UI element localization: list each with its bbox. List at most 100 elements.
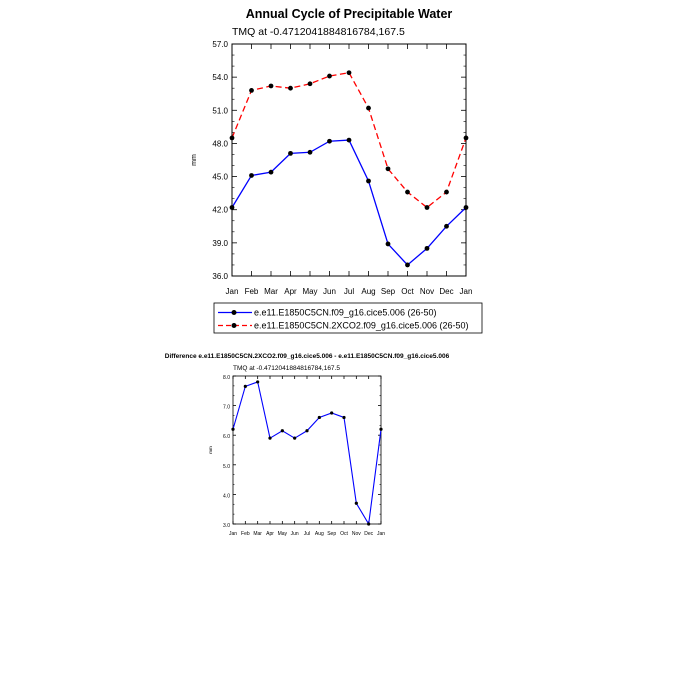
main-chart: Annual Cycle of Precipitable Water TMQ a…: [191, 7, 472, 296]
data-point: [366, 105, 371, 111]
difference-x-tick-label: Aug: [315, 531, 324, 537]
data-point: [229, 205, 235, 210]
difference-x-tick-label: Jan: [229, 531, 237, 537]
chart-subtitle: TMQ at -0.4712041884816784,167.5: [232, 26, 405, 38]
difference-y-tick-label: 4.0: [223, 493, 230, 499]
x-tick-label: Jan: [226, 287, 239, 296]
x-tick-label: Aug: [361, 287, 375, 296]
difference-data-point: [354, 501, 358, 505]
legend-label-control: e.e11.E1850C5CN.f09_g16.cice5.006 (26-50…: [254, 308, 436, 318]
difference-data-point: [379, 427, 383, 431]
x-tick-label: Oct: [401, 287, 414, 296]
data-point: [444, 223, 449, 229]
difference-data-point: [256, 380, 260, 384]
difference-data-point: [317, 415, 321, 420]
legend-label-2xco2: e.e11.E1850C5CN.2XCO2.f09_g16.cice5.006 …: [254, 321, 468, 331]
difference-plot-frame: [232, 375, 382, 525]
data-point: [463, 135, 469, 141]
x-tick-label: Jun: [323, 287, 336, 296]
x-axis-ticks: Jan Feb Mar Apr May Jun Jul Aug Sep Oct Nov Dec Jan: [226, 44, 473, 296]
data-point: [327, 138, 332, 144]
y-axis-ticks: 36.0 39.0 42.0 45.0 48.0 51.0 54.0 57.0: [212, 40, 466, 281]
difference-x-tick-label: Dec: [364, 531, 373, 537]
data-point: [346, 70, 352, 76]
difference-chart-subtitle: TMQ at -0.4712041884816784,167.5: [233, 365, 340, 372]
difference-y-axis-label: mm: [208, 446, 213, 454]
difference-x-tick-label: Jan: [377, 531, 385, 537]
legend-marker-2xco2: [231, 323, 237, 328]
data-point: [268, 83, 274, 89]
difference-y-tick-label: 6.0: [223, 434, 230, 440]
data-point: [288, 150, 293, 156]
difference-y-tick-label: 3.0: [223, 523, 230, 529]
difference-series-line-0: [232, 381, 382, 526]
difference-data-point: [280, 429, 284, 433]
difference-x-tick-label: Jul: [304, 531, 310, 537]
data-point: [249, 88, 254, 93]
data-point: [307, 81, 313, 87]
difference-y-tick-label: 5.0: [223, 464, 230, 470]
difference-y-tick-label: 7.0: [223, 405, 230, 411]
difference-data-point: [330, 411, 334, 415]
data-point: [385, 241, 391, 247]
data-point: [424, 205, 430, 210]
legend-marker-control: [231, 310, 237, 315]
difference-x-tick-label: Sep: [327, 531, 336, 537]
difference-data-point: [243, 384, 247, 388]
data-point: [463, 205, 469, 210]
y-tick-label: 57.0: [212, 40, 228, 49]
x-tick-label: Dec: [439, 287, 453, 296]
difference-x-axis-ticks: Jan Feb Mar Apr May Jun Jul Aug Sep Oct Nov Dec Jan: [229, 376, 385, 537]
data-point: [249, 173, 254, 178]
difference-data-point: [342, 415, 346, 420]
difference-chart-title: Difference e.e11.E1850C5CN.2XCO2.f09_g16…: [165, 353, 450, 360]
difference-x-tick-label: Feb: [241, 531, 250, 537]
y-tick-label: 51.0: [212, 106, 228, 115]
difference-x-tick-label: May: [278, 531, 288, 537]
difference-x-tick-label: Mar: [253, 531, 262, 537]
x-tick-label: Jan: [460, 287, 473, 296]
data-point: [405, 189, 410, 195]
series-group: [229, 70, 469, 268]
chart-title: Annual Cycle of Precipitable Water: [246, 7, 453, 21]
difference-chart: Difference e.e11.E1850C5CN.2XCO2.f09_g16…: [165, 353, 450, 537]
y-tick-label: 36.0: [212, 272, 228, 281]
y-axis-label: mm: [191, 154, 198, 166]
difference-y-tick-label: 8.0: [223, 375, 230, 381]
difference-series-group: [231, 380, 383, 526]
difference-x-tick-label: Jun: [291, 531, 299, 537]
x-tick-label: Nov: [420, 287, 434, 296]
series-line-0: [231, 139, 467, 266]
data-point: [346, 137, 352, 143]
data-point: [444, 189, 449, 195]
data-point: [327, 73, 332, 79]
data-point: [424, 245, 430, 251]
difference-data-point: [293, 436, 297, 440]
y-tick-label: 39.0: [212, 239, 228, 248]
y-tick-label: 45.0: [212, 173, 228, 182]
plot-frame: [231, 43, 467, 277]
x-tick-label: Feb: [245, 287, 259, 296]
difference-data-point: [305, 429, 309, 433]
data-point: [385, 166, 391, 172]
data-point: [405, 262, 410, 268]
y-tick-label: 42.0: [212, 206, 228, 215]
data-point: [307, 149, 313, 155]
legend-box: [213, 302, 483, 334]
difference-y-axis-ticks: 3.0 4.0 5.0 6.0 7.0 8.0: [223, 375, 381, 529]
x-tick-label: Mar: [264, 287, 278, 296]
y-tick-label: 48.0: [212, 139, 228, 148]
difference-data-point: [231, 427, 235, 431]
difference-data-point: [268, 436, 272, 440]
difference-data-point: [367, 522, 371, 526]
difference-x-tick-label: Nov: [352, 531, 361, 537]
y-tick-label: 54.0: [212, 73, 228, 82]
data-point: [229, 135, 235, 141]
data-point: [288, 85, 293, 91]
legend: e.e11.E1850C5CN.f09_g16.cice5.006 (26-50…: [213, 302, 483, 334]
difference-x-tick-label: Oct: [340, 531, 348, 537]
data-point: [366, 178, 371, 184]
data-point: [268, 169, 274, 175]
difference-x-tick-label: Apr: [266, 531, 274, 537]
